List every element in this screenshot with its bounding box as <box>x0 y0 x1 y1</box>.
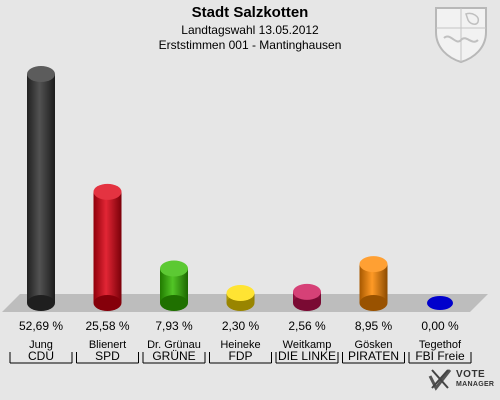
party-label: DIE LINKE <box>278 349 336 363</box>
candidate-label: Gösken <box>355 339 393 351</box>
party-label: CDU <box>28 349 54 363</box>
party-label: GRÜNE <box>152 349 195 363</box>
bar-piraten <box>359 256 388 311</box>
candidate-label: Blienert <box>89 339 126 351</box>
bar-fbi-freie <box>427 296 453 310</box>
candidate-label: Tegethof <box>419 339 462 351</box>
vote-manager-wordmark: VOTE MANAGER <box>456 370 494 390</box>
value-label: 2,30 % <box>222 319 260 333</box>
party-label: FDP <box>229 349 253 363</box>
party-label: SPD <box>95 349 120 363</box>
party-label: PIRATEN <box>348 349 399 363</box>
chart-subtitle-detail: Erststimmen 001 - Mantinghausen <box>158 38 342 52</box>
bar-fdp <box>226 285 255 311</box>
value-label: 52,69 % <box>19 319 63 333</box>
party-label: FBI Freie <box>415 349 465 363</box>
candidate-label: Heineke <box>220 339 260 351</box>
bar-spd <box>93 183 122 311</box>
bar-cdu <box>27 66 55 311</box>
candidate-label: Dr. Grünau <box>147 339 201 351</box>
value-label: 2,56 % <box>288 319 326 333</box>
brand-line2: MANAGER <box>456 381 495 388</box>
brand-line1: VOTE <box>456 369 486 380</box>
vote-manager-logo <box>428 369 452 391</box>
bar-die-linke <box>293 283 321 311</box>
bar-grüne <box>160 260 188 311</box>
coat-of-arms-logo <box>435 7 487 64</box>
candidate-label: Jung <box>29 339 53 351</box>
chart-title: Stadt Salzkotten <box>191 4 309 21</box>
value-label: 25,58 % <box>85 319 129 333</box>
value-label: 7,93 % <box>155 319 193 333</box>
value-label: 8,95 % <box>355 319 393 333</box>
chart-subtitle: Landtagswahl 13.05.2012 <box>181 23 319 37</box>
candidate-label: Weitkamp <box>283 339 332 351</box>
value-label: 0,00 % <box>421 319 459 333</box>
